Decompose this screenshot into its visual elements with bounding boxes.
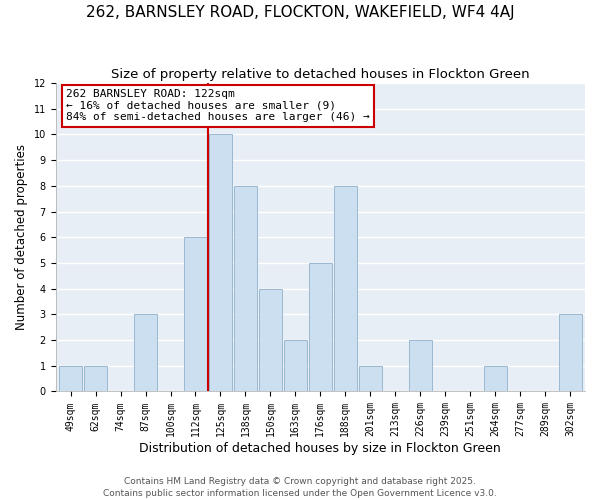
Text: Contains HM Land Registry data © Crown copyright and database right 2025.
Contai: Contains HM Land Registry data © Crown c… — [103, 476, 497, 498]
Bar — [209, 134, 232, 392]
Bar — [559, 314, 581, 392]
Bar — [84, 366, 107, 392]
Bar — [359, 366, 382, 392]
Text: 262 BARNSLEY ROAD: 122sqm
← 16% of detached houses are smaller (9)
84% of semi-d: 262 BARNSLEY ROAD: 122sqm ← 16% of detac… — [66, 89, 370, 122]
Bar — [409, 340, 431, 392]
Bar — [284, 340, 307, 392]
Text: 262, BARNSLEY ROAD, FLOCKTON, WAKEFIELD, WF4 4AJ: 262, BARNSLEY ROAD, FLOCKTON, WAKEFIELD,… — [86, 5, 514, 20]
Bar — [134, 314, 157, 392]
Bar — [309, 263, 332, 392]
Bar — [334, 186, 357, 392]
Bar — [234, 186, 257, 392]
Y-axis label: Number of detached properties: Number of detached properties — [15, 144, 28, 330]
Title: Size of property relative to detached houses in Flockton Green: Size of property relative to detached ho… — [111, 68, 530, 80]
Bar — [484, 366, 506, 392]
X-axis label: Distribution of detached houses by size in Flockton Green: Distribution of detached houses by size … — [139, 442, 501, 455]
Bar — [59, 366, 82, 392]
Bar — [259, 288, 282, 392]
Bar — [184, 238, 207, 392]
